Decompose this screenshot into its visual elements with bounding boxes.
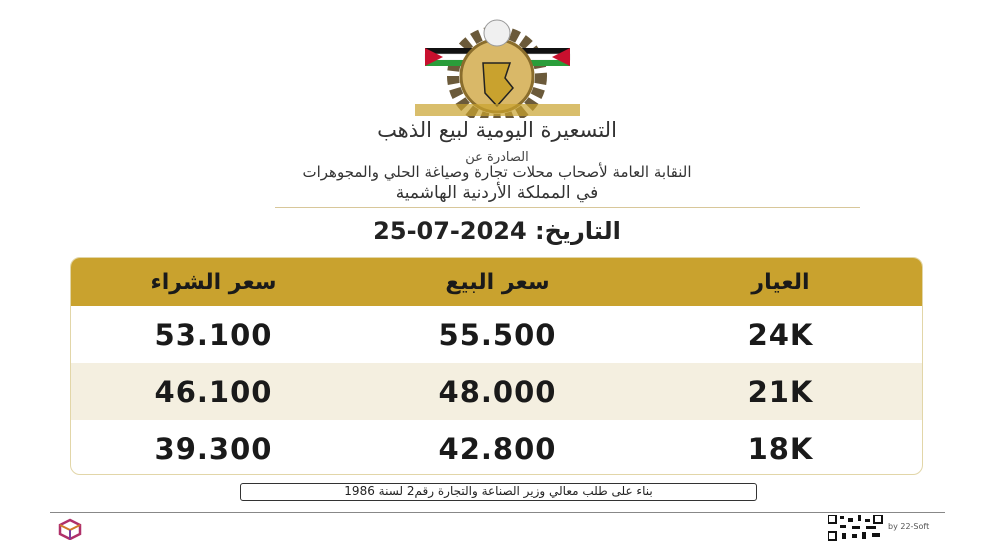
sell-price-cell: 55.500 <box>438 317 557 352</box>
table-header: العيار سعر البيع سعر الشراء <box>71 258 922 306</box>
sell-price-cell: 42.800 <box>438 431 557 466</box>
column-header-buy: سعر الشراء <box>150 269 277 295</box>
legal-note: بناء على طلب معالي وزير الصناعة والتجارة… <box>240 483 757 501</box>
date-row: التاريخ: 25-07-2024 <box>0 217 994 245</box>
buy-price-cell: 53.100 <box>154 317 273 352</box>
date-label: التاريخ: <box>535 217 621 245</box>
cube-logo-icon <box>58 518 82 540</box>
qr-code-icon <box>828 515 883 541</box>
divider <box>275 207 860 208</box>
purity-cell: 21K <box>747 374 814 409</box>
purity-cell: 24K <box>747 317 814 352</box>
sell-price-cell: 48.000 <box>438 374 557 409</box>
syndicate-name: النقابة العامة لأصحاب محلات تجارة وصياغة… <box>302 163 692 181</box>
price-table: العيار سعر البيع سعر الشراء 24K 55.500 5… <box>70 257 923 475</box>
buy-price-cell: 46.100 <box>154 374 273 409</box>
table-row: 21K 48.000 46.100 <box>71 363 922 420</box>
date-value: 25-07-2024 <box>373 217 527 245</box>
footer-divider <box>50 512 945 513</box>
table-row: 18K 42.800 39.300 <box>71 420 922 474</box>
credit-text: by 22-Soft <box>888 522 930 531</box>
issued-by-label: الصادرة عن <box>465 150 529 165</box>
purity-cell: 18K <box>747 431 814 466</box>
page-title: التسعيرة اليومية لبيع الذهب <box>377 118 617 142</box>
kingdom-name: في المملكة الأردنية الهاشمية <box>395 183 599 203</box>
syndicate-emblem-icon <box>415 19 580 118</box>
column-header-sell: سعر البيع <box>445 269 550 295</box>
column-header-purity: العيار <box>751 269 810 295</box>
buy-price-cell: 39.300 <box>154 431 273 466</box>
table-row: 24K 55.500 53.100 <box>71 306 922 363</box>
